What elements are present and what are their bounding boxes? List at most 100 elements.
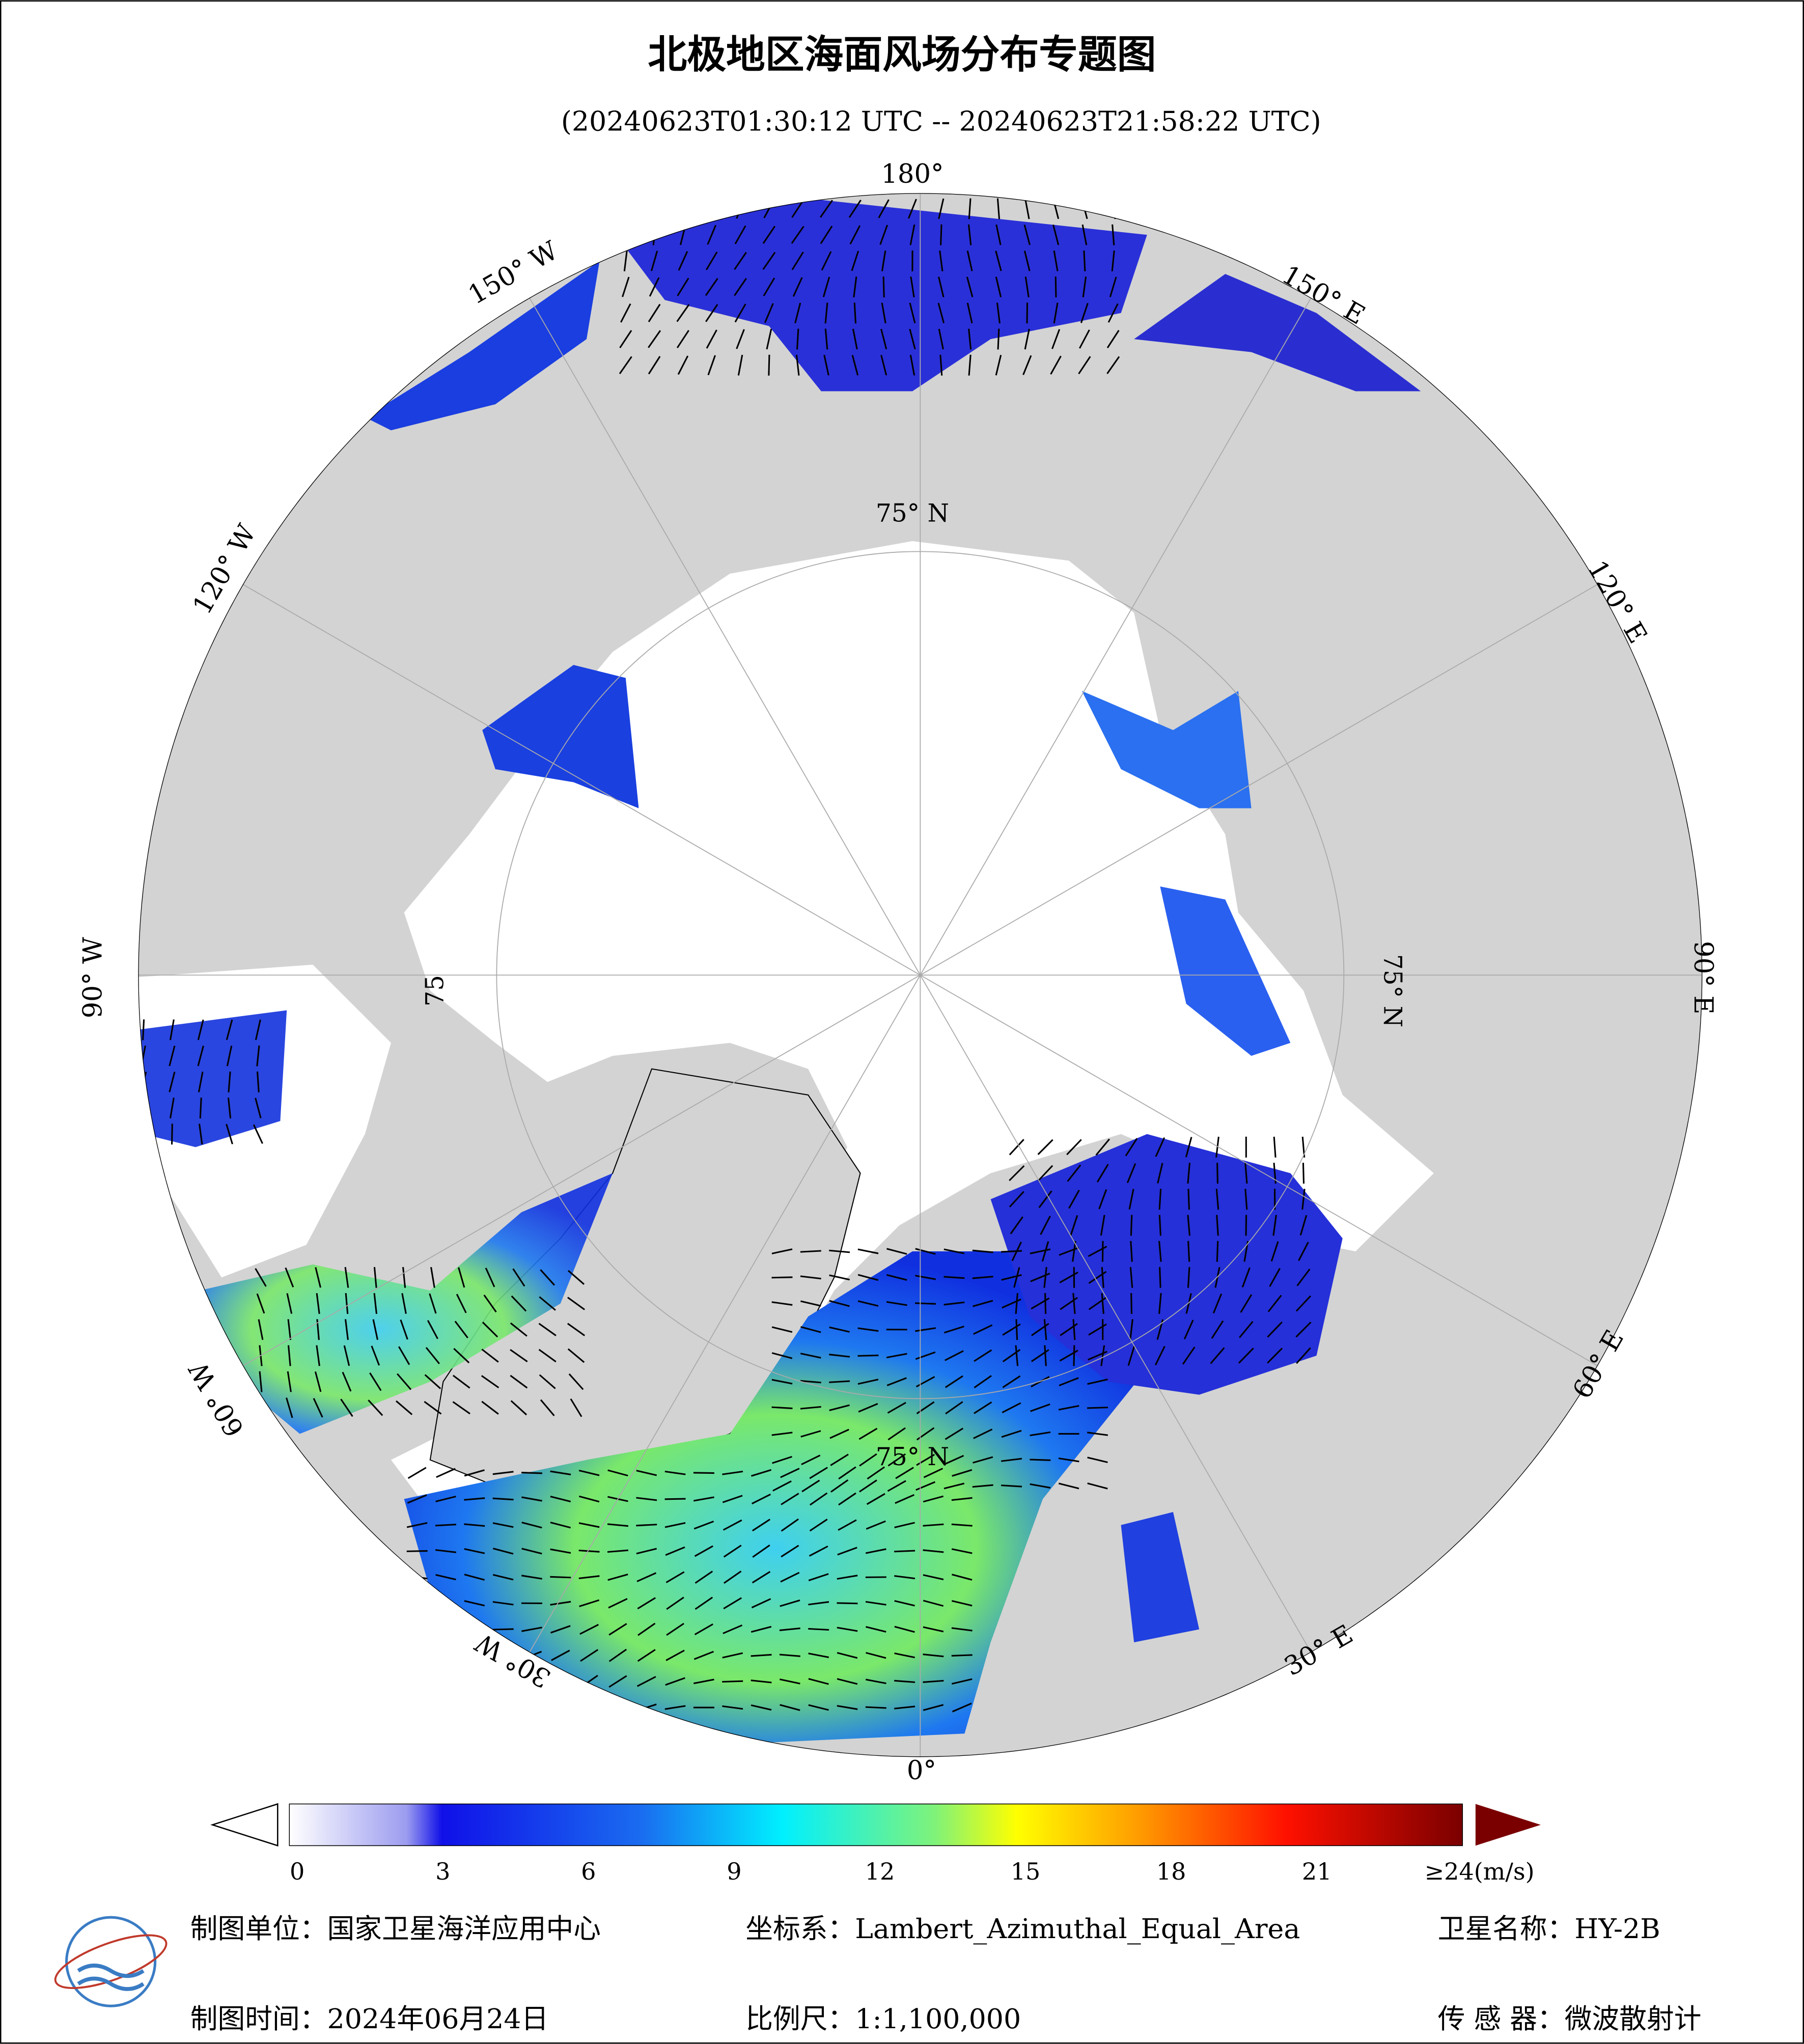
wind-arrow: [751, 1469, 772, 1477]
wind-arrow: [1088, 1271, 1107, 1284]
wind-arrow: [937, 302, 945, 324]
wind-arrow: [369, 1372, 382, 1391]
wind-arrow: [800, 1250, 821, 1253]
wind-arrow: [619, 330, 632, 349]
wind-arrow: [1182, 1347, 1196, 1365]
wind-arrow: [1112, 224, 1115, 245]
wind-arrow: [894, 1600, 915, 1607]
wind-arrow: [1013, 1267, 1020, 1288]
wind-arrow: [458, 1267, 465, 1288]
wind-arrow: [550, 1548, 571, 1554]
wind-arrow: [865, 1548, 886, 1554]
wind-arrow: [1129, 1267, 1133, 1288]
wind-arrow: [923, 1468, 943, 1478]
wind-arrow: [1273, 1136, 1276, 1158]
wind-arrow: [1107, 303, 1119, 323]
wind-arrow: [1158, 1293, 1162, 1314]
wind-arrow: [580, 1649, 599, 1662]
wind-arrow: [316, 1345, 320, 1366]
wind-arrow: [1269, 1268, 1281, 1287]
wind-arrow: [966, 276, 974, 297]
wind-arrow: [1101, 1293, 1104, 1314]
wind-arrow: [1088, 1297, 1107, 1310]
wind-arrow: [824, 328, 828, 350]
wind-arrow: [866, 1493, 885, 1505]
wind-arrow: [887, 1427, 906, 1441]
wind-arrow: [780, 1704, 800, 1711]
wind-arrow: [1053, 250, 1059, 271]
wind-arrow: [938, 276, 945, 297]
wind-arrow: [1030, 1248, 1051, 1254]
wind-arrow: [1058, 1457, 1079, 1463]
wind-arrow: [752, 1544, 770, 1558]
wind-okhotsk: [1134, 274, 1421, 391]
wind-arrow: [734, 277, 747, 296]
wind-arrow: [923, 1523, 944, 1527]
wind-arrow: [780, 1468, 800, 1478]
wind-arrow: [887, 1480, 906, 1492]
wind-arrow: [1301, 1189, 1306, 1210]
wind-arrow: [1009, 1191, 1024, 1208]
wind-arrow: [676, 330, 689, 349]
wind-arrow: [427, 1320, 438, 1339]
wind-arrow: [607, 1523, 628, 1527]
wind-arrow: [1011, 1241, 1022, 1262]
colorbar-tick-label: 15: [1011, 1858, 1041, 1885]
wind-arrow: [909, 354, 915, 376]
wind-arrow: [944, 1454, 964, 1465]
wind-arrow: [837, 1602, 858, 1605]
wind-arrow: [198, 1124, 203, 1145]
wind-arrow: [916, 1427, 935, 1441]
wind-arrow: [1211, 1320, 1224, 1339]
wind-arrow: [622, 276, 630, 297]
wind-arrow: [791, 251, 804, 270]
wind-arrow: [169, 1045, 176, 1067]
wind-arrow: [343, 1345, 350, 1366]
wind-arrow: [636, 1572, 657, 1582]
wind-arrow: [1244, 1189, 1248, 1210]
wind-arrow: [707, 355, 716, 376]
wind-arrow: [829, 1404, 850, 1411]
wind-arrow: [895, 1467, 914, 1479]
wind-arrow: [1216, 1215, 1219, 1236]
wind-arrow: [648, 330, 661, 348]
wind-arrow: [1082, 276, 1087, 298]
wind-arrow: [648, 303, 661, 322]
wind-arrow: [1037, 1139, 1053, 1155]
wind-beaufort: [482, 665, 639, 808]
wind-arrow: [894, 1705, 915, 1710]
wind-arrow: [199, 1097, 202, 1118]
wind-arrow: [1210, 1347, 1225, 1364]
wind-arrow: [1187, 1189, 1190, 1210]
wind-arrow: [664, 1470, 686, 1475]
wind-arrow: [858, 1403, 878, 1413]
wind-arrow: [824, 302, 828, 324]
wind-arrow: [995, 250, 1002, 271]
wind-arrow: [857, 1274, 879, 1281]
wind-arrow: [751, 1598, 771, 1609]
wind-arrow: [510, 1400, 528, 1416]
wind-arrow: [705, 304, 718, 322]
wind-arrow: [952, 1574, 973, 1581]
wind-arrow: [866, 1651, 886, 1659]
wind-arrow: [853, 302, 857, 324]
wind-arrow: [821, 251, 832, 271]
wind-arrow: [464, 1548, 485, 1554]
wind-arrow: [734, 303, 746, 323]
wind-arrow: [723, 1624, 743, 1634]
wind-arrow: [881, 250, 886, 271]
wind-arrow: [865, 1706, 886, 1709]
wind-arrow: [1130, 1241, 1133, 1262]
wind-arrow: [578, 1549, 600, 1553]
wind-arrow: [198, 1071, 204, 1093]
wind-arrow: [567, 1323, 586, 1336]
wind-arrow: [636, 1470, 657, 1476]
wind-arrow: [1072, 1241, 1076, 1262]
wind-arrow: [722, 1680, 743, 1683]
wind-arrow: [373, 1293, 378, 1314]
wind-arrow: [406, 1522, 428, 1528]
wind-arrow: [1185, 1293, 1192, 1314]
wind-arrow: [1067, 1164, 1081, 1182]
wind-arrow: [401, 1293, 407, 1314]
colorbar-max-label: ≥24(m/s): [1425, 1858, 1535, 1885]
